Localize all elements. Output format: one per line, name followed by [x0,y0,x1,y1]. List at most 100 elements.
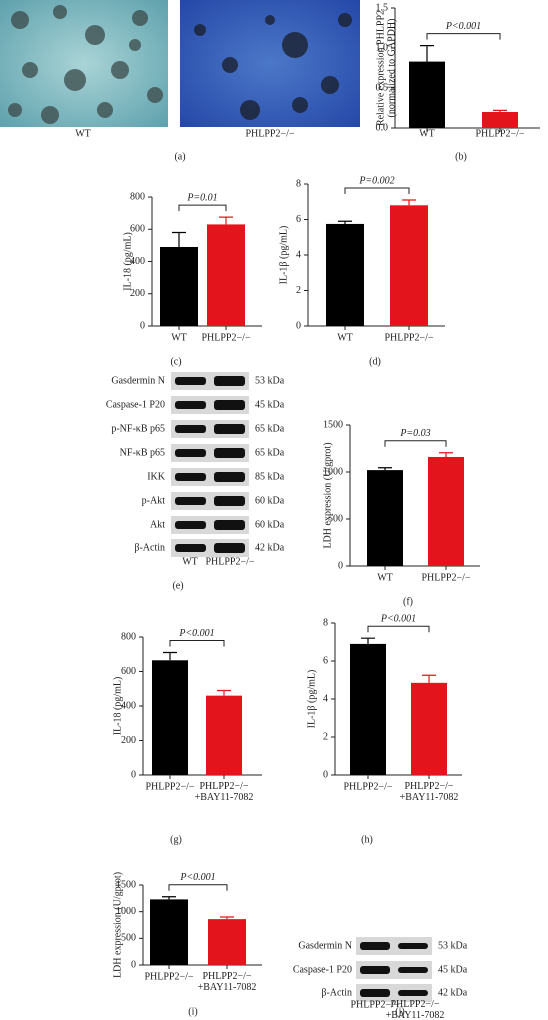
significance-bracket [178,204,227,212]
x-tick-label: PHLPP2−/− [343,781,392,792]
y-tick-label: 1500 [323,419,343,430]
band [175,425,206,433]
x-tick-label: PHLPP2−/− [421,572,470,583]
y-tick-label: 0 [140,320,145,331]
x-tick-label: PHLPP2−/− [475,128,524,139]
panel-label: (b) [455,151,467,162]
micrograph-wt [0,0,168,127]
x-tick-label: PHLPP2−/− [384,332,433,343]
band [214,472,245,482]
x-tick-label: PHLPP2−/− [145,781,194,792]
y-tick-label: 1.5 [376,2,389,13]
y-tick-label: 600 [121,666,136,677]
lane-label: WT [182,556,198,567]
panel-label: (i) [188,1006,197,1017]
bar [326,223,364,326]
annotation: P=0.01 [186,192,217,203]
x-tick-label: PHLPP2−/− [201,332,250,343]
annotation: P<0.001 [445,21,481,32]
y-tick-label: 0 [131,959,136,970]
y-tick-label: 1500 [116,879,136,890]
bar [482,112,518,128]
y-tick-label: 200 [121,735,136,746]
error-bar [338,220,352,224]
error-bar [378,467,392,471]
size-label: 53 kDa [438,940,468,951]
y-axis-title: IL-18 (pg/mL) [112,677,123,736]
y-tick-label: 800 [130,191,145,202]
significance-bracket [344,187,410,194]
band [360,966,390,974]
panel-label: (e) [172,580,183,591]
band [214,424,245,434]
y-tick-label: 400 [121,700,136,711]
y-tick-label: 400 [130,256,145,267]
panel-label: (d) [369,356,381,367]
size-label: 53 kDa [255,375,285,386]
annotation: P=0.002 [358,175,394,186]
band [175,544,206,552]
y-axis-title: IL-1β (pg/mL) [278,226,289,285]
panel-label: (a) [174,151,185,162]
lane-label: PHLPP2−/− [205,556,254,567]
error-bar [493,109,507,112]
protein-label: Gasdermin N [298,940,352,951]
x-tick-label: WT [337,332,353,343]
error-bar [361,637,375,644]
size-label: 65 kDa [255,423,285,434]
bar [207,224,245,326]
y-axis-title: IL-18 (pg/mL) [122,232,133,291]
error-bar [163,651,177,661]
bar [152,660,188,775]
y-axis-title: IL-1β (pg/mL) [306,670,317,729]
x-tick-label: PHLPP2−/− [144,971,193,982]
size-label: 45 kDa [438,964,468,975]
size-label: 60 kDa [255,495,285,506]
band [360,942,390,950]
band [175,521,206,529]
bar [160,246,198,326]
protein-label: p-NF-κB p65 [111,423,165,434]
x-tick-label: WT [377,572,393,583]
y-tick-label: 6 [296,214,301,225]
annotation: P<0.001 [179,872,215,883]
lane-label: PHLPP2−/− [350,999,399,1010]
x-tick-label: PHLPP2−/− +BAY11-7082 [195,781,254,803]
band [360,989,390,997]
band [214,520,245,530]
y-tick-label: 800 [121,631,136,642]
error-bar [422,674,436,683]
bar [206,695,242,775]
error-bar [402,199,416,206]
y-tick-label: 500 [328,513,343,524]
bar [411,682,447,775]
error-bar [220,916,234,920]
bar [390,205,428,326]
bar [208,919,246,965]
y-axis-title: LDH expression (U/gprot) [112,872,123,978]
band [398,943,428,949]
y-tick-label: 1.0 [376,42,389,53]
size-label: 65 kDa [255,447,285,458]
size-label: 60 kDa [255,519,285,530]
error-bar [439,452,453,457]
image-label: WT [75,128,91,139]
blot-strip [356,984,432,1002]
y-tick-label: 1000 [116,906,136,917]
y-tick-label: 1000 [323,466,343,477]
y-tick-label: 2 [296,285,301,296]
y-axis-title: LDH expression (U/gprot) [322,442,333,548]
bar [409,61,445,128]
band [214,543,245,553]
protein-label: NF-κB p65 [120,447,165,458]
y-tick-label: 8 [296,178,301,189]
y-tick-label: 200 [130,288,145,299]
y-tick-label: 0 [338,560,343,571]
band [175,449,206,457]
panel-label: (f) [403,596,413,607]
significance-bracket [169,640,225,647]
y-tick-label: 2 [323,731,328,742]
blot-strip [356,937,432,955]
bar [428,456,464,566]
bar [367,470,403,566]
